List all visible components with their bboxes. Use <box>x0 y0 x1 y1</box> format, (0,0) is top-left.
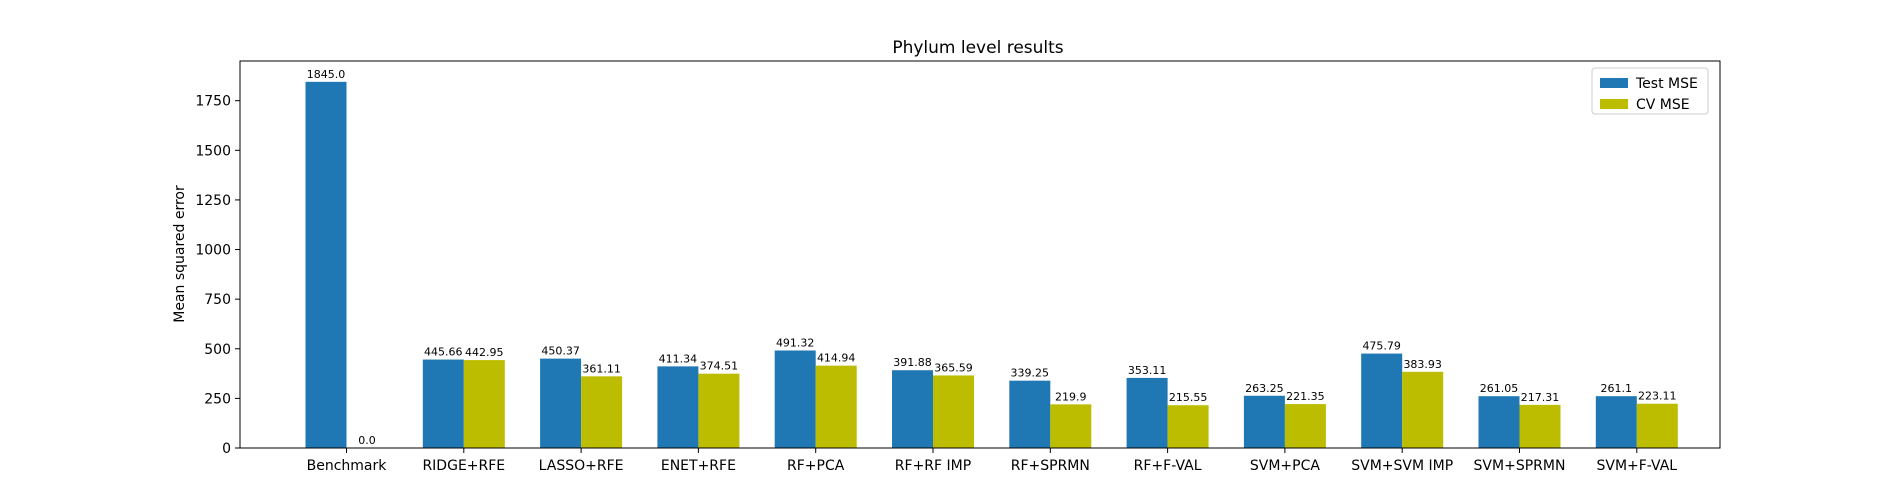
y-tick-label-7: 1750 <box>195 94 231 110</box>
x-tick-label-1: RIDGE+RFE <box>422 458 505 474</box>
bar-cv-mse-7 <box>1167 405 1209 448</box>
data-label-cv-mse-4: 414.94 <box>817 352 856 365</box>
bar-cv-mse-1 <box>463 360 505 448</box>
y-axis-label: Mean squared error <box>172 185 188 323</box>
bar-cv-mse-5 <box>933 375 974 448</box>
x-tick-label-0: Benchmark <box>307 458 388 474</box>
data-label-cv-mse-2: 361.11 <box>582 362 621 375</box>
x-tick-label-8: SVM+PCA <box>1250 458 1320 474</box>
bars-layer <box>305 81 1678 448</box>
bar-cv-mse-3 <box>698 373 740 448</box>
bar-cv-mse-4 <box>815 365 857 448</box>
y-tick-label-4: 1000 <box>195 243 231 259</box>
data-label-cv-mse-0: 0.0 <box>358 434 376 447</box>
bar-cv-mse-9 <box>1402 371 1444 448</box>
y-tick-label-1: 250 <box>204 391 231 407</box>
data-label-test-mse-1: 445.66 <box>424 346 463 359</box>
y-tick-label-0: 0 <box>222 441 231 457</box>
data-label-test-mse-2: 450.37 <box>541 345 580 358</box>
data-label-cv-mse-6: 219.9 <box>1055 390 1087 403</box>
data-label-test-mse-5: 391.88 <box>893 356 932 369</box>
y-tick-label-2: 500 <box>204 342 231 358</box>
x-tick-label-4: RF+PCA <box>787 458 845 474</box>
data-label-test-mse-6: 339.25 <box>1011 367 1050 380</box>
bar-test-mse-8 <box>1243 395 1285 448</box>
bar-test-mse-10 <box>1478 396 1520 448</box>
bar-test-mse-6 <box>1009 380 1051 448</box>
x-tick-label-10: SVM+SPRMN <box>1474 458 1566 474</box>
y-tick-label-3: 750 <box>204 292 231 308</box>
bar-cv-mse-6 <box>1050 404 1092 448</box>
x-tick-label-3: ENET+RFE <box>661 458 736 474</box>
legend-swatch-test-mse <box>1600 78 1628 88</box>
data-label-test-mse-11: 261.1 <box>1601 382 1633 395</box>
bar-test-mse-9 <box>1361 353 1403 448</box>
plot-frame <box>239 60 1721 449</box>
x-tick-label-7: RF+F-VAL <box>1134 458 1202 474</box>
y-tick-label-5: 1250 <box>195 193 231 209</box>
bar-test-mse-4 <box>774 350 816 448</box>
data-label-cv-mse-5: 365.59 <box>934 361 973 374</box>
data-label-test-mse-4: 491.32 <box>776 336 815 349</box>
x-tick-label-9: SVM+SVM IMP <box>1351 458 1453 474</box>
data-label-test-mse-3: 411.34 <box>659 352 698 365</box>
bar-test-mse-1 <box>422 359 464 448</box>
data-label-cv-mse-9: 383.93 <box>1403 358 1442 371</box>
bar-cv-mse-11 <box>1636 403 1678 448</box>
y-tick-label-6: 1500 <box>195 143 231 159</box>
x-tick-label-2: LASSO+RFE <box>539 458 624 474</box>
x-tick-label-11: SVM+F-VAL <box>1596 458 1677 474</box>
bar-test-mse-5 <box>892 370 933 448</box>
data-label-test-mse-9: 475.79 <box>1362 340 1401 353</box>
data-label-cv-mse-11: 223.11 <box>1638 390 1677 403</box>
bar-test-mse-2 <box>540 358 582 448</box>
x-tick-label-6: RF+SPRMN <box>1011 458 1090 474</box>
bar-test-mse-3 <box>657 366 699 448</box>
x-tick-label-5: RF+RF IMP <box>895 458 971 474</box>
axes-layer: Benchmark RIDGE+RFE LASSO+RFE ENET+RFE RF+PC… <box>195 60 1721 474</box>
data-label-cv-mse-1: 442.95 <box>465 346 504 359</box>
bar-test-mse-0 <box>305 81 347 448</box>
bar-cv-mse-8 <box>1284 404 1326 448</box>
bar-cv-mse-10 <box>1519 404 1561 448</box>
data-label-cv-mse-8: 221.35 <box>1286 390 1325 403</box>
chart-title: Phylum level results <box>892 38 1063 58</box>
bar-test-mse-7 <box>1126 377 1168 448</box>
data-label-test-mse-8: 263.25 <box>1245 382 1284 395</box>
legend-label-test-mse: Test MSE <box>1635 76 1698 92</box>
data-label-test-mse-0: 1845.0 <box>307 68 346 81</box>
data-label-test-mse-7: 353.11 <box>1128 364 1167 377</box>
bar-test-mse-11 <box>1595 396 1637 448</box>
data-label-cv-mse-10: 217.31 <box>1521 391 1560 404</box>
legend: Test MSE CV MSE <box>1591 67 1709 115</box>
legend-label-cv-mse: CV MSE <box>1636 97 1690 113</box>
data-label-test-mse-10: 261.05 <box>1480 382 1519 395</box>
legend-swatch-cv-mse <box>1600 99 1628 109</box>
data-label-cv-mse-3: 374.51 <box>700 360 739 373</box>
bar-cv-mse-2 <box>581 376 623 448</box>
data-label-cv-mse-7: 215.55 <box>1169 391 1208 404</box>
